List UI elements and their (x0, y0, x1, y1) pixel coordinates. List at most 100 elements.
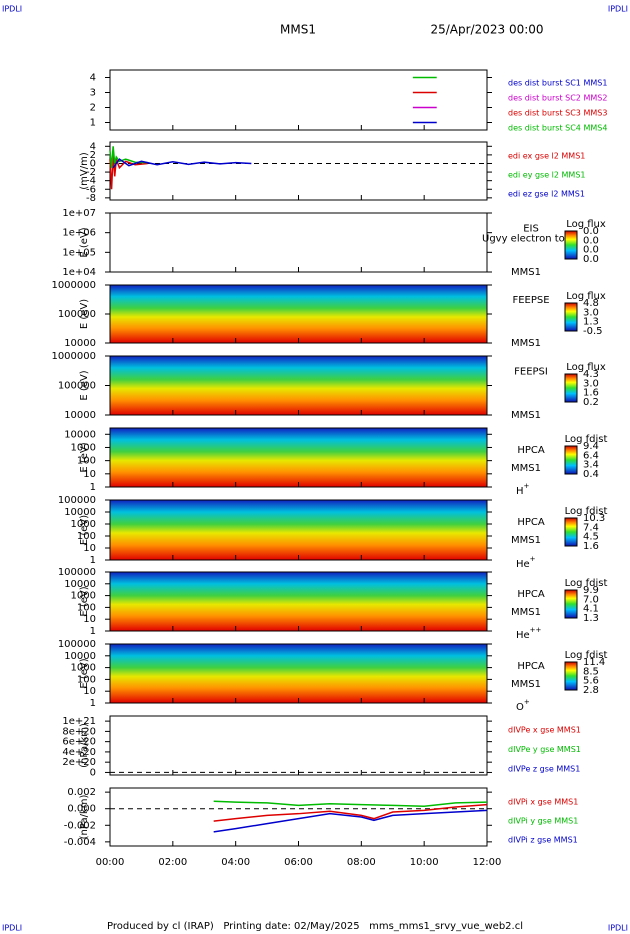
y-tick-label: 10 (83, 543, 96, 554)
corner-label: IPDLI (608, 924, 628, 933)
colorbar-tick-label: 4.1 (583, 604, 599, 615)
species: He+ (516, 555, 536, 570)
spacecraft: MMS1 (511, 410, 541, 421)
spectrogram (110, 285, 487, 343)
x-tick-label: 06:00 (284, 857, 313, 868)
instrument: HPCA (517, 517, 545, 528)
x-tick-label: 02:00 (158, 857, 187, 868)
colorbar-tick-label: 4.8 (583, 298, 599, 309)
y-tick-label: 100000 (58, 495, 96, 506)
line (213, 800, 488, 807)
colorbar-title: Log fdist (565, 578, 608, 589)
y-axis-label: E (eV) (79, 515, 90, 545)
colorbar-tick-label: 8.5 (583, 666, 599, 677)
y-tick-label: 100 (77, 674, 96, 685)
date: 25/Apr/2023 00:00 (430, 23, 543, 37)
spectrogram (110, 572, 487, 631)
colorbar (564, 302, 578, 332)
colorbar-tick-label: 0.0 (583, 245, 599, 256)
y-tick-label: 8e+20 (62, 726, 96, 737)
y-tick-label: 100000 (58, 309, 96, 320)
y-tick-label: 10000 (64, 579, 96, 590)
y-tick-label: 10000 (64, 429, 96, 440)
legend-entry: dIVPe y gse MMS1 (508, 745, 581, 754)
corner-label: IPDLI (2, 924, 22, 933)
y-tick-label: 1000 (71, 442, 96, 453)
legend-entry: edi ex gse l2 MMS1 (508, 152, 585, 161)
colorbar-title: Log fdist (565, 434, 608, 445)
x-tick-label: 10:00 (410, 857, 439, 868)
y-tick-label: 2 (90, 150, 96, 161)
y-tick-label: 0 (90, 158, 96, 169)
y-tick-label: 100000 (58, 639, 96, 650)
y-tick-label: -6 (86, 184, 96, 195)
y-tick-label: 0.000 (67, 804, 96, 815)
colorbar-tick-label: 7.4 (583, 522, 599, 533)
panel-frame (109, 212, 488, 273)
colorbar-tick-label: 3.4 (583, 460, 599, 471)
panel-frame (109, 69, 488, 131)
y-tick-label: 4 (90, 73, 96, 84)
colorbar-tick-label: 9.9 (583, 585, 599, 596)
legend-entry: des dist burst SC4 MMS4 (508, 124, 607, 133)
spacecraft: MMS1 (511, 463, 541, 474)
x-tick-label: 12:00 (473, 857, 502, 868)
y-tick-label: 1e+21 (62, 716, 96, 727)
y-tick-label: 100000 (58, 381, 96, 392)
colorbar-tick-label: 0.4 (583, 469, 599, 480)
species: O (516, 702, 524, 713)
spacecraft: MMS1 (511, 338, 541, 349)
y-tick-label: 10 (83, 686, 96, 697)
colorbar-tick-label: 0.0 (583, 254, 599, 265)
y-axis-label: E (eV) (79, 658, 90, 688)
charge: + (524, 482, 530, 490)
y-tick-label: 1 (90, 555, 96, 566)
y-tick-label: 1 (90, 698, 96, 709)
y-axis-label: (mV/m) (79, 152, 90, 190)
spectrogram (110, 500, 487, 560)
panel-frame (109, 715, 488, 776)
line (112, 158, 252, 169)
legend-entry: des dist burst SC1 MMS1 (508, 79, 607, 88)
spectrogram (110, 428, 487, 487)
instrument: HPCA (517, 589, 545, 600)
y-tick-label: -8 (86, 193, 96, 204)
colorbar-tick-label: 9.4 (583, 441, 599, 452)
line (109, 146, 148, 168)
y-tick-label: 1e+07 (62, 208, 96, 219)
colorbar-tick-label: 2.8 (583, 685, 599, 696)
spacecraft: MMS1 (511, 679, 541, 690)
y-axis-label: E (eV) (79, 370, 90, 400)
y-tick-label: 10000 (64, 651, 96, 662)
y-axis-label: E (eV) (79, 299, 90, 329)
line (213, 803, 488, 822)
y-tick-label: 10000 (64, 338, 96, 349)
y-tick-label: 1e+06 (62, 228, 96, 239)
y-axis-label: E (eV) (79, 586, 90, 616)
y-tick-label: 0 (90, 767, 96, 778)
y-tick-label: 1 (90, 626, 96, 637)
legend-entry: des dist burst SC2 MMS2 (508, 94, 607, 103)
y-axis-label: (nPa/km) (79, 795, 90, 840)
colorbar-tick-label: 1.3 (583, 317, 599, 328)
colorbar (564, 661, 578, 691)
colorbar-title: Log flux (566, 362, 606, 373)
colorbar-tick-label: 0.2 (583, 397, 599, 408)
y-tick-label: 1000 (71, 663, 96, 674)
y-tick-label: 1000000 (51, 280, 96, 291)
colorbar-tick-label: 1.6 (583, 388, 599, 399)
colorbar-tick-label: 3.0 (583, 307, 599, 318)
x-tick-label: 04:00 (221, 857, 250, 868)
instrument: HPCA (517, 445, 545, 456)
colorbar-tick-label: 10.3 (583, 513, 605, 524)
instrument: EIS (523, 224, 539, 235)
y-tick-label: 1000 (71, 591, 96, 602)
panel-frame (109, 787, 488, 847)
legend-entry: des dist burst SC3 MMS3 (508, 109, 607, 118)
legend-entry: dIVPe z gse MMS1 (508, 765, 580, 774)
colorbar-tick-label: -0.5 (583, 326, 603, 337)
colorbar-tick-label: 0.0 (583, 235, 599, 246)
legend-entry: edi ez gse l2 MMS1 (508, 190, 585, 199)
colorbar-tick-label: 1.3 (583, 613, 599, 624)
colorbar-tick-label: 6.4 (583, 450, 599, 461)
